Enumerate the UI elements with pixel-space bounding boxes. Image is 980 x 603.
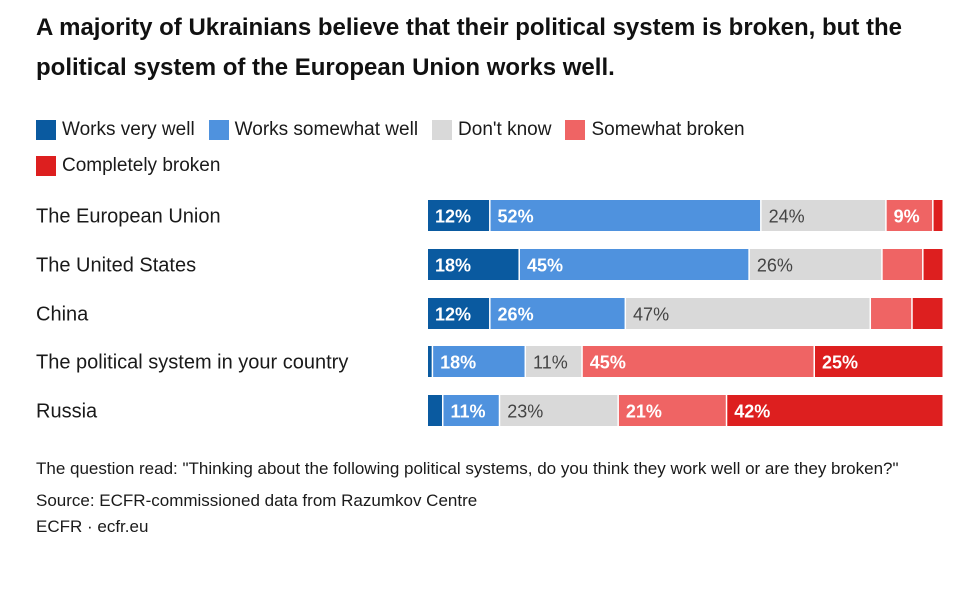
legend-label: Don't know xyxy=(458,119,552,140)
data-label: 52% xyxy=(498,207,534,227)
question-note: The question read: "Thinking about the f… xyxy=(36,459,899,478)
legend-row-1: Works very well Works somewhat well Don'… xyxy=(36,115,936,145)
row-label: The United States xyxy=(36,255,196,277)
legend-swatch xyxy=(565,120,586,140)
legend-swatch xyxy=(432,120,453,140)
data-label: 18% xyxy=(435,256,471,276)
data-label: 18% xyxy=(440,353,476,373)
legend-swatch xyxy=(36,120,56,140)
data-label: 11% xyxy=(450,402,485,422)
bar-segment xyxy=(815,346,943,377)
bar-segment xyxy=(923,249,943,280)
legend-label: Completely broken xyxy=(62,155,221,176)
data-label: 11% xyxy=(533,353,568,373)
legend-swatch xyxy=(208,120,229,140)
data-label: 25% xyxy=(822,353,858,373)
data-label: 24% xyxy=(769,207,805,227)
bar-segment xyxy=(519,249,749,280)
source-note: Source: ECFR-commissioned data from Razu… xyxy=(36,491,478,510)
legend-label: Works somewhat well xyxy=(234,119,419,140)
data-label: 9% xyxy=(894,207,920,227)
data-label: 23% xyxy=(507,402,543,422)
data-label: 47% xyxy=(633,305,669,325)
bar-segment xyxy=(933,200,943,231)
legend-swatch xyxy=(36,156,56,176)
legend-item-works-very-well: Works very well xyxy=(36,119,195,141)
data-label: 26% xyxy=(757,256,793,276)
data-label: 45% xyxy=(527,256,563,276)
data-label: 45% xyxy=(590,353,626,373)
legend: Works very well Works somewhat well Don'… xyxy=(36,115,936,187)
legend-item-works-somewhat-well: Works somewhat well xyxy=(208,119,419,141)
bar-segment xyxy=(761,200,886,231)
bar-segment xyxy=(428,346,432,377)
bar-segment xyxy=(428,249,519,280)
bar-segment xyxy=(433,346,525,377)
bar-segment xyxy=(490,200,761,231)
footnote: The question read: "Thinking about the f… xyxy=(36,456,936,540)
bar-segment xyxy=(749,249,882,280)
data-label: 26% xyxy=(498,305,534,325)
bar-segment xyxy=(490,298,625,329)
bar-segment xyxy=(626,298,870,329)
bar-segment xyxy=(443,395,499,426)
data-label: 21% xyxy=(626,402,662,422)
legend-item-somewhat-broken: Somewhat broken xyxy=(565,119,745,141)
row-label: The European Union xyxy=(36,206,221,228)
bar-segment xyxy=(500,395,618,426)
credit-note: ECFR · ecfr.eu xyxy=(36,517,149,536)
bar-segment xyxy=(912,298,943,329)
bar-segment xyxy=(727,395,943,426)
row-label: The political system in your country xyxy=(36,352,348,374)
row-label: China xyxy=(36,304,89,326)
bar-segment xyxy=(582,346,814,377)
data-label: 42% xyxy=(734,402,770,422)
bar-segment xyxy=(526,346,582,377)
bar-segment xyxy=(428,395,442,426)
legend-item-completely-broken: Completely broken xyxy=(36,155,220,177)
row-label: Russia xyxy=(36,401,98,423)
data-label: 12% xyxy=(435,207,471,227)
bar-segment xyxy=(428,298,490,329)
legend-label: Somewhat broken xyxy=(591,119,745,140)
chart-title: A majority of Ukrainians believe that th… xyxy=(36,14,902,81)
legend-item-dont-know: Don't know xyxy=(432,119,551,141)
data-label: 12% xyxy=(435,305,471,325)
bar-segment xyxy=(428,200,490,231)
bar-segment xyxy=(886,200,933,231)
legend-label: Works very well xyxy=(62,119,195,140)
bar-segment xyxy=(618,395,726,426)
bar-segment xyxy=(871,298,912,329)
legend-row-2: Completely broken xyxy=(36,151,936,181)
bar-segment xyxy=(882,249,923,280)
